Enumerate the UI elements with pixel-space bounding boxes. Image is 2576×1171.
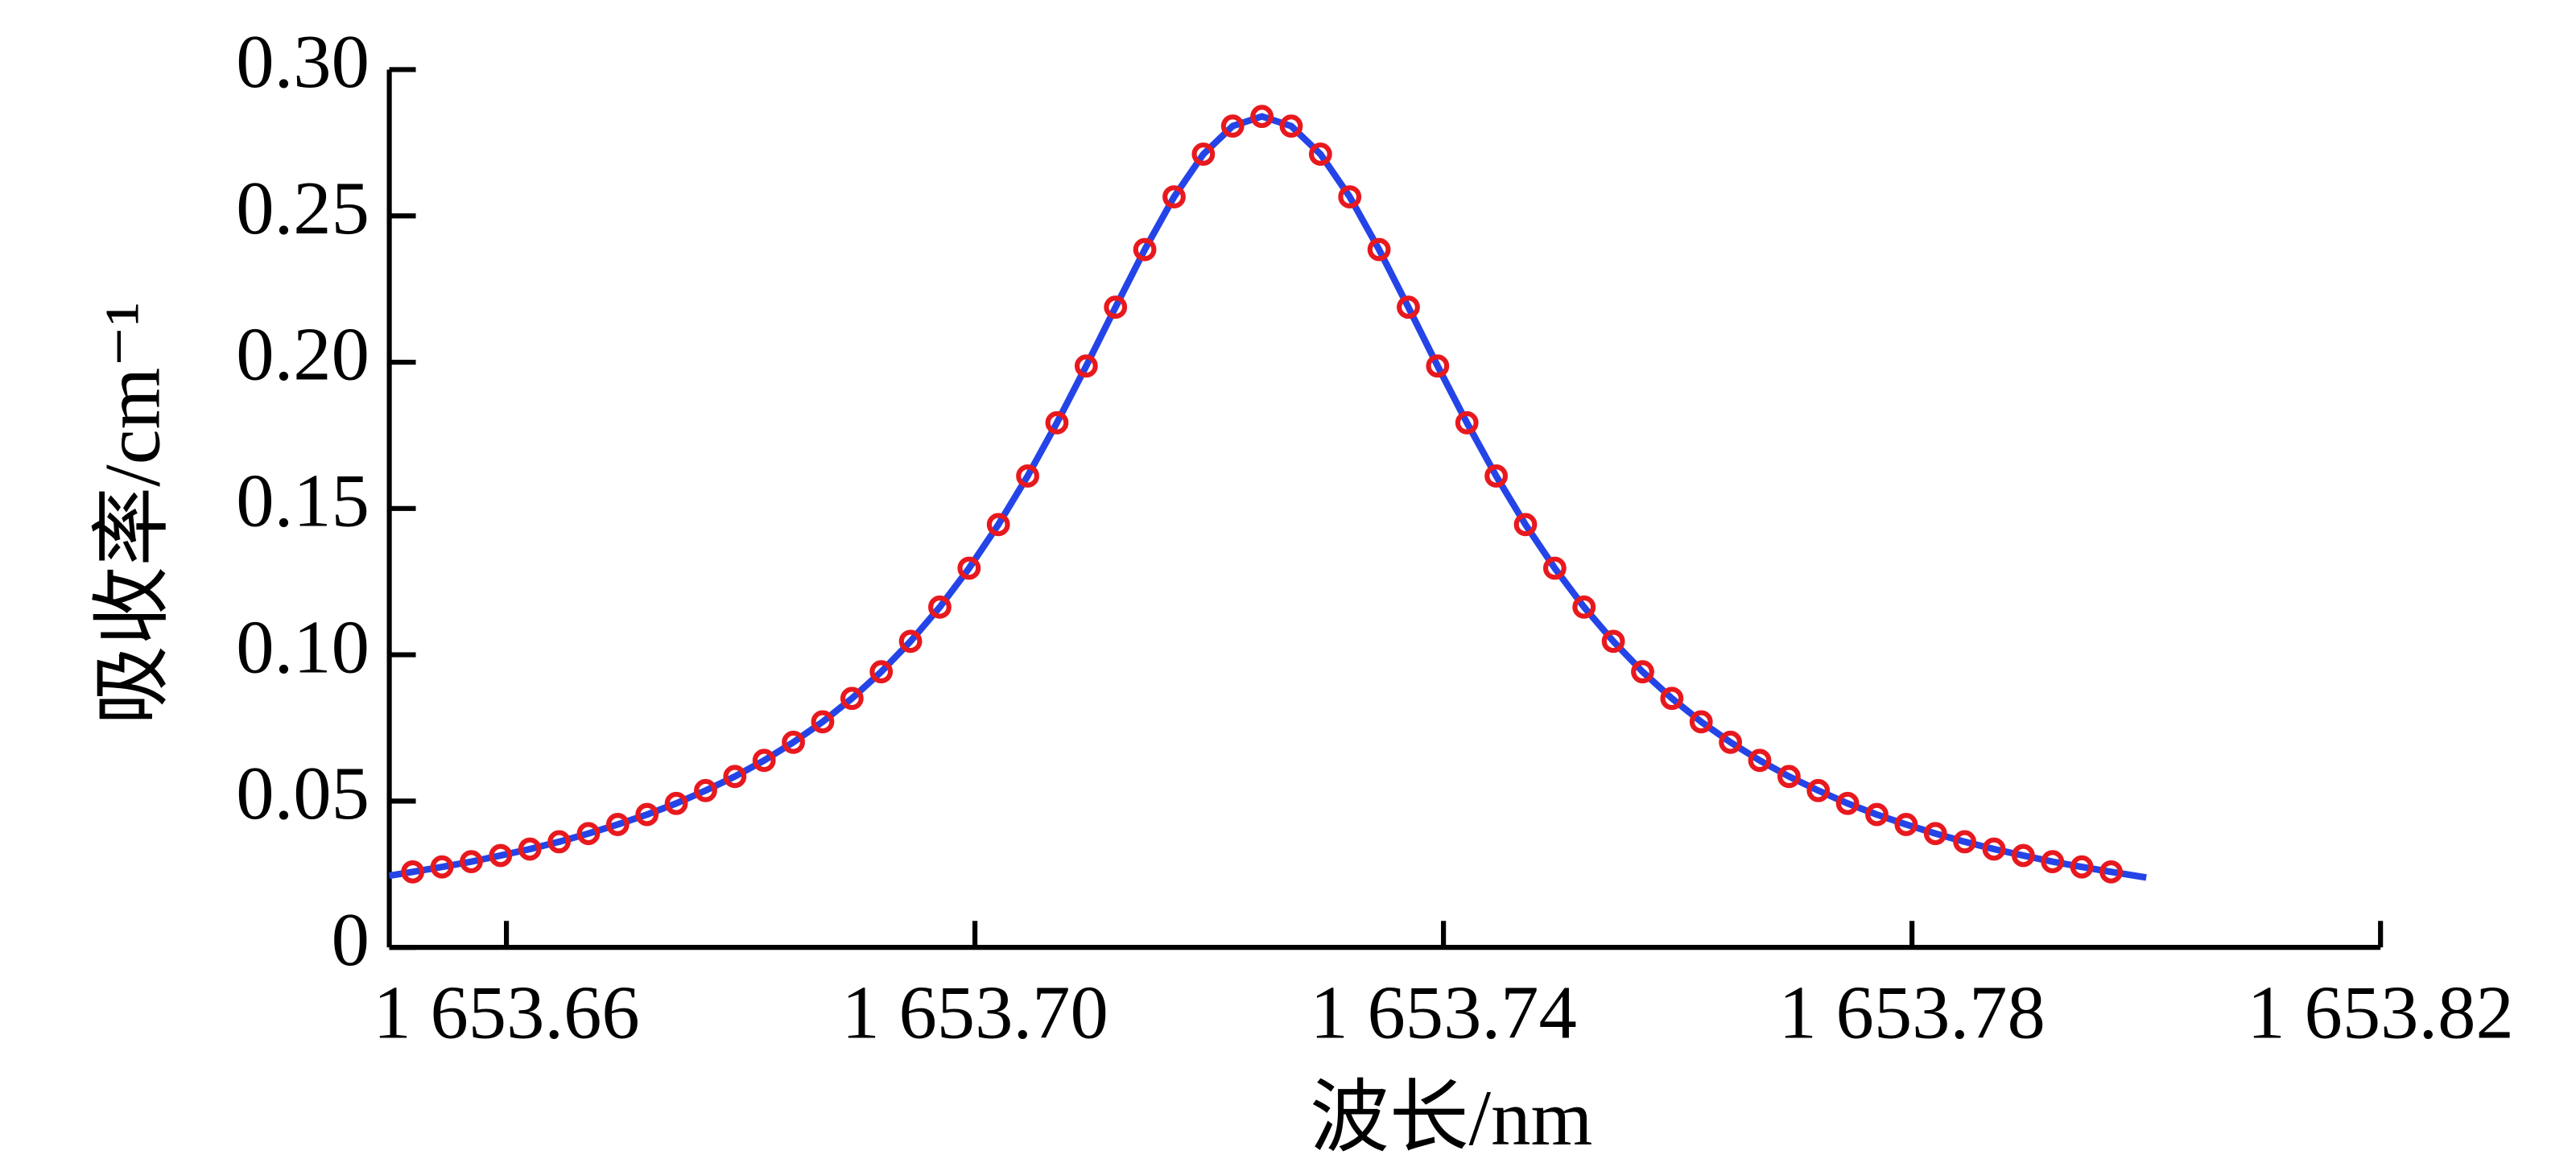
- point: [1016, 464, 1040, 488]
- point: [869, 660, 894, 684]
- point: [2011, 843, 2035, 868]
- x-tick-label: 1 653.74: [1310, 971, 1576, 1054]
- point: [1601, 629, 1625, 654]
- point: [957, 556, 981, 580]
- point: [1308, 142, 1332, 166]
- point: [1250, 105, 1274, 129]
- y-tick-label: 0.20: [236, 313, 369, 397]
- point: [694, 778, 717, 802]
- point: [1455, 410, 1479, 435]
- point: [576, 822, 601, 846]
- x-tick-label: 1 653.66: [373, 971, 639, 1054]
- point: [1894, 813, 1918, 836]
- point: [664, 791, 688, 815]
- point: [1660, 687, 1684, 711]
- point: [928, 595, 952, 619]
- point: [1572, 595, 1596, 619]
- point: [840, 687, 864, 711]
- point: [2099, 860, 2123, 884]
- x-tick-label: 1 653.70: [841, 971, 1108, 1054]
- point: [1982, 837, 2006, 861]
- point: [547, 830, 571, 854]
- y-tick-label: 0.10: [236, 605, 369, 689]
- point: [1162, 185, 1186, 209]
- point: [1338, 185, 1362, 209]
- point: [605, 813, 630, 836]
- y-tick-label: 0: [332, 898, 369, 982]
- point: [1865, 802, 1889, 827]
- point: [1835, 791, 1860, 815]
- x-tick-label: 1 653.78: [1779, 971, 2046, 1054]
- point: [898, 629, 923, 654]
- line: [388, 113, 2147, 881]
- y-tick-label: 0.25: [236, 167, 369, 250]
- point: [430, 855, 454, 879]
- point: [723, 765, 747, 789]
- point: [1513, 513, 1538, 537]
- x-tick-label: 1 653.82: [2248, 971, 2514, 1054]
- point: [811, 710, 835, 734]
- point: [1542, 556, 1567, 580]
- y-axis-label: 吸收率/cm⁻¹: [89, 302, 177, 725]
- point: [1806, 778, 1831, 802]
- point: [1045, 410, 1069, 435]
- x-axis-label: 波长/nm: [1310, 1074, 1592, 1162]
- point: [1719, 730, 1743, 754]
- point: [1426, 354, 1450, 378]
- point: [401, 860, 425, 884]
- point: [635, 802, 659, 827]
- point: [1191, 142, 1216, 166]
- y-tick-label: 0.30: [236, 20, 369, 104]
- point: [518, 837, 542, 861]
- point: [1133, 237, 1157, 262]
- point: [460, 850, 483, 874]
- point: [1953, 830, 1977, 854]
- point: [1748, 748, 1772, 773]
- point: [1777, 765, 1801, 789]
- point: [1220, 114, 1245, 138]
- point: [1279, 114, 1303, 138]
- point: [1689, 710, 1713, 734]
- point: [2041, 850, 2065, 874]
- point: [489, 843, 513, 868]
- point: [986, 513, 1010, 537]
- point: [782, 730, 805, 754]
- point: [1074, 354, 1098, 378]
- y-tick-label: 0.15: [236, 460, 369, 543]
- point: [2070, 855, 2094, 879]
- point: [1631, 660, 1654, 684]
- point: [1923, 822, 1947, 846]
- point: [1104, 295, 1128, 320]
- point: [1484, 464, 1509, 488]
- point: [1367, 237, 1391, 262]
- point: [1397, 295, 1420, 320]
- y-tick-label: 0.05: [236, 752, 369, 835]
- point: [752, 748, 776, 773]
